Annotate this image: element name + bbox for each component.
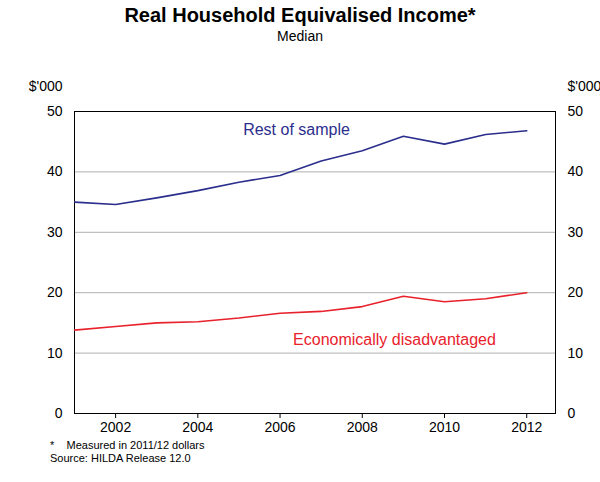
svg-text:Economically disadvantaged: Economically disadvantaged: [293, 331, 496, 348]
svg-text:50: 50: [568, 103, 584, 119]
svg-text:30: 30: [47, 224, 63, 240]
svg-text:20: 20: [47, 284, 63, 300]
svg-text:40: 40: [568, 163, 584, 179]
svg-text:2006: 2006: [264, 419, 295, 435]
svg-text:2002: 2002: [100, 419, 131, 435]
svg-text:50: 50: [47, 103, 63, 119]
html-text:Real Household Equivalised Inc: Real Household Equivalised Income*: [124, 4, 476, 26]
svg-text:2010: 2010: [429, 419, 460, 435]
svg-text:2008: 2008: [347, 419, 378, 435]
svg-text:$'000: $'000: [568, 78, 600, 94]
svg-text:30: 30: [568, 224, 584, 240]
svg-text:10: 10: [568, 345, 584, 361]
html-text:Source: HILDA Release 12.0: Source: HILDA Release 12.0: [50, 452, 191, 464]
svg-text:20: 20: [568, 284, 584, 300]
svg-text:40: 40: [47, 163, 63, 179]
html-text:* Measured in 2011/12 dollars: * Measured in 2011/12 dollars: [50, 439, 205, 451]
svg-text:2004: 2004: [182, 419, 213, 435]
svg-text:10: 10: [47, 345, 63, 361]
html-text:Median: Median: [277, 28, 323, 44]
svg-text:Rest of sample: Rest of sample: [243, 121, 350, 138]
svg-text:$'000: $'000: [29, 78, 63, 94]
svg-text:0: 0: [55, 405, 63, 421]
svg-text:2012: 2012: [511, 419, 542, 435]
svg-text:0: 0: [568, 405, 576, 421]
